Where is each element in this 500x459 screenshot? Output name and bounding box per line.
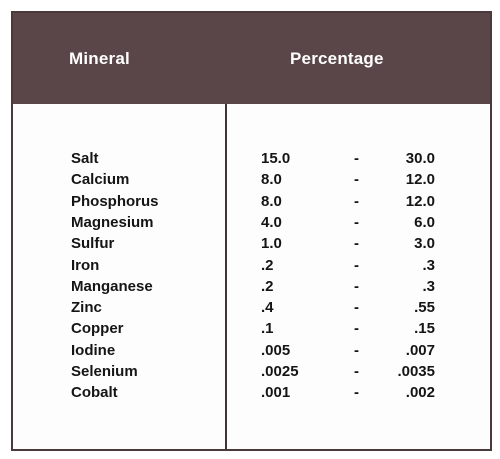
mineral-name: Copper (71, 320, 124, 338)
range-dash: - (354, 363, 359, 380)
range-dash: - (354, 320, 359, 338)
percentage-low: 4.0 (261, 213, 282, 231)
table-header: Mineral Percentage (13, 13, 490, 104)
percentage-high: 6.0 (414, 213, 435, 231)
percentage-low: .005 (261, 341, 291, 359)
mineral-name: Iodine (71, 341, 116, 359)
range-dash: - (354, 192, 359, 210)
header-mineral: Mineral (69, 49, 130, 68)
table-row: Copper .1 - .15 (13, 320, 490, 341)
percentage-low: .4 (261, 299, 274, 317)
percentage-high: 12.0 (405, 171, 435, 189)
percentage-high: .3 (422, 277, 435, 295)
percentage-low: .001 (261, 384, 291, 402)
table-row: Selenium .0025 - .0035 (13, 363, 490, 384)
mineral-name: Calcium (71, 171, 130, 189)
mineral-name: Sulfur (71, 235, 115, 253)
range-dash: - (354, 256, 359, 274)
percentage-high: .15 (414, 320, 435, 338)
mineral-name: Salt (71, 150, 99, 167)
mineral-name: Magnesium (71, 213, 154, 231)
table-row: Phosphorus 8.0 - 12.0 (13, 193, 490, 214)
table-row: Manganese .2 - .3 (13, 278, 490, 299)
mineral-name: Iron (71, 256, 100, 274)
table-row: Cobalt .001 - .002 (13, 384, 490, 405)
percentage-low: 1.0 (261, 235, 282, 253)
mineral-table: Mineral Percentage Salt 15.0 - 30.0 Calc… (11, 11, 492, 451)
percentage-low: .2 (261, 277, 274, 295)
table-row: Magnesium 4.0 - 6.0 (13, 214, 490, 235)
mineral-name: Zinc (71, 299, 102, 317)
table-row: Zinc .4 - .55 (13, 299, 490, 320)
table-row: Salt 15.0 - 30.0 (13, 150, 490, 171)
header-percentage: Percentage (290, 49, 384, 68)
mineral-name: Selenium (71, 363, 138, 380)
range-dash: - (354, 150, 359, 167)
range-dash: - (354, 235, 359, 253)
range-dash: - (354, 277, 359, 295)
mineral-name: Phosphorus (71, 192, 159, 210)
percentage-low: 8.0 (261, 192, 282, 210)
percentage-low: .1 (261, 320, 274, 338)
range-dash: - (354, 384, 359, 402)
percentage-high: 12.0 (405, 192, 435, 210)
percentage-high: .002 (405, 384, 435, 402)
percentage-high: .007 (405, 341, 435, 359)
range-dash: - (354, 213, 359, 231)
table-row: Calcium 8.0 - 12.0 (13, 171, 490, 192)
mineral-name: Manganese (71, 277, 153, 295)
range-dash: - (354, 299, 359, 317)
percentage-high: .3 (422, 256, 435, 274)
percentage-low: 15.0 (261, 150, 291, 167)
percentage-high: .55 (414, 299, 435, 317)
column-divider (225, 104, 227, 449)
percentage-high: .0035 (397, 363, 435, 380)
table-row: Iodine .005 - .007 (13, 342, 490, 363)
range-dash: - (354, 171, 359, 189)
percentage-high: 30.0 (405, 150, 435, 167)
table-row: Iron .2 - .3 (13, 257, 490, 278)
percentage-low: 8.0 (261, 171, 282, 189)
range-dash: - (354, 341, 359, 359)
percentage-low: .2 (261, 256, 274, 274)
percentage-low: .0025 (261, 363, 299, 380)
table-row: Sulfur 1.0 - 3.0 (13, 235, 490, 256)
mineral-name: Cobalt (71, 384, 118, 402)
percentage-high: 3.0 (414, 235, 435, 253)
